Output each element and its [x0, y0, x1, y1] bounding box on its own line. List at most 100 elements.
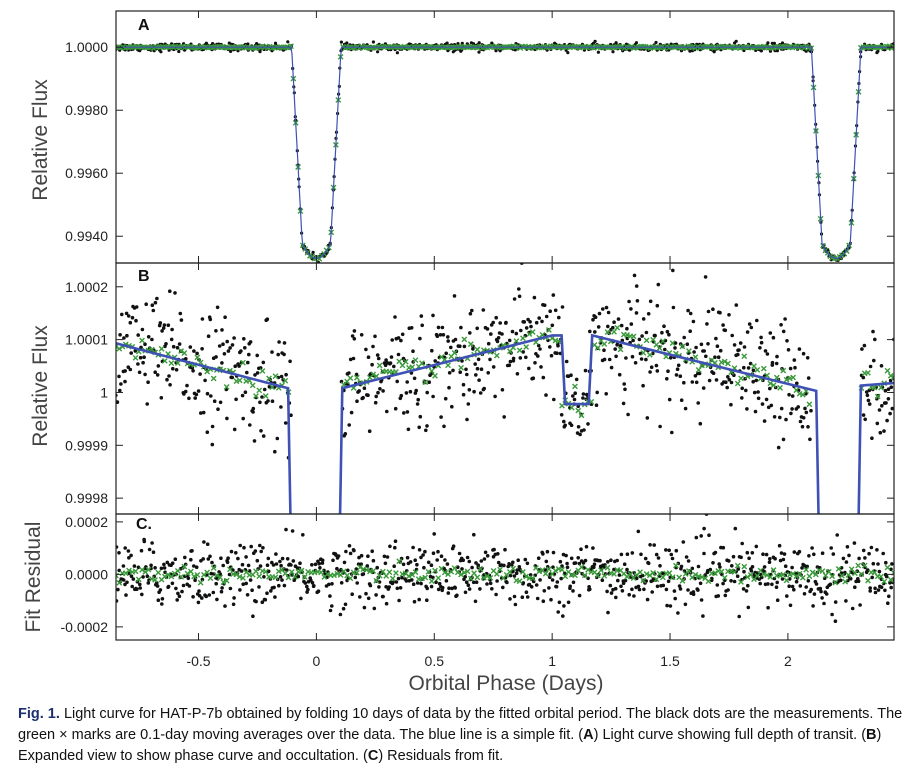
measurement-dot: [627, 299, 631, 304]
measurement-dot: [519, 328, 523, 333]
measurement-dot: [440, 325, 445, 330]
measurement-dot: [131, 577, 136, 581]
measurement-dot: [524, 590, 529, 594]
measurement-dot: [671, 268, 675, 273]
measurement-dot: [320, 558, 325, 563]
measurement-dot: [669, 552, 674, 557]
moving-average-mark: [884, 564, 891, 571]
measurement-dot: [830, 612, 834, 617]
measurement-dot: [248, 578, 253, 582]
measurement-dot: [373, 400, 378, 405]
measurement-dot: [873, 590, 878, 595]
measurement-dot: [377, 585, 381, 589]
measurement-dot: [263, 597, 268, 602]
measurement-dot: [200, 317, 205, 321]
measurement-dot: [347, 371, 351, 375]
measurement-dot: [553, 308, 558, 313]
measurement-dot: [660, 330, 664, 335]
measurement-dot: [578, 432, 582, 437]
moving-average-mark: [764, 572, 770, 579]
measurement-dot: [473, 599, 478, 604]
measurement-dot: [538, 347, 542, 351]
x-tick-label: -0.5: [186, 653, 210, 669]
measurement-dot: [255, 353, 259, 358]
moving-average-mark: [461, 569, 468, 576]
moving-average-mark: [165, 571, 171, 578]
measurement-dot: [654, 40, 658, 45]
moving-average-mark: [777, 384, 783, 391]
measurement-dot: [158, 321, 163, 325]
moving-average-mark: [578, 412, 585, 419]
measurement-dot: [447, 371, 452, 375]
measurement-dot: [800, 424, 805, 429]
measurement-dot: [366, 596, 371, 601]
measurement-dot: [872, 358, 876, 363]
measurement-dot: [529, 585, 534, 589]
measurement-dot: [140, 592, 144, 597]
measurement-dot: [833, 600, 838, 604]
measurement-dot: [366, 393, 370, 398]
measurement-dot: [706, 309, 711, 314]
measurement-dot: [646, 561, 651, 566]
measurement-dot: [694, 535, 699, 540]
moving-average-mark: [422, 574, 429, 581]
measurement-dot: [482, 557, 487, 561]
measurement-dot: [676, 363, 681, 368]
measurement-dot: [725, 385, 729, 390]
measurement-dot: [769, 403, 774, 408]
measurement-dot: [366, 554, 370, 558]
measurement-dot: [328, 608, 333, 613]
measurement-dot: [150, 303, 155, 308]
caption-text-b: ) Expanded view to show phase curve and …: [18, 727, 882, 764]
measurement-dot: [468, 311, 473, 316]
measurement-dot: [516, 558, 520, 562]
measurement-dot: [201, 410, 206, 415]
moving-average-mark: [738, 579, 744, 585]
measurement-dot: [374, 394, 379, 399]
measurement-dot: [387, 585, 392, 589]
measurement-dot: [667, 548, 671, 553]
measurement-dot: [159, 50, 163, 54]
measurement-dot: [879, 364, 884, 368]
measurement-dot: [244, 581, 248, 586]
measurement-dot: [194, 392, 199, 397]
measurement-dot: [517, 294, 522, 299]
measurement-dot: [129, 574, 134, 578]
measurement-dot: [620, 589, 625, 593]
measurement-dot: [217, 344, 222, 348]
measurement-dot: [194, 565, 199, 569]
moving-average-mark: [432, 372, 438, 379]
measurement-dot: [577, 593, 582, 598]
measurement-dot: [525, 595, 530, 599]
measurement-dot: [421, 553, 425, 557]
moving-average-mark: [692, 354, 699, 361]
measurement-dot: [882, 429, 886, 433]
moving-average-mark: [747, 571, 754, 578]
moving-average-mark: [536, 568, 543, 575]
caption-ref-b: B: [866, 727, 877, 743]
measurement-dot: [535, 596, 540, 601]
measurement-dot: [251, 614, 255, 618]
moving-average-mark: [699, 574, 705, 580]
measurement-dot: [698, 581, 703, 586]
moving-average-mark: [282, 377, 289, 384]
measurement-dot: [873, 586, 877, 591]
measurement-dot: [674, 373, 679, 377]
measurement-dot: [868, 589, 872, 593]
moving-average-mark: [783, 577, 790, 584]
measurement-dot: [797, 347, 802, 351]
measurement-dot: [523, 557, 528, 562]
moving-average-mark: [741, 563, 748, 570]
measurement-dot: [713, 550, 718, 555]
measurement-dot: [230, 375, 234, 380]
measurement-dot: [811, 604, 815, 608]
measurement-dot: [862, 343, 867, 348]
moving-average-mark: [285, 574, 292, 581]
measurement-dot: [877, 569, 882, 574]
measurement-dot: [606, 324, 610, 329]
measurement-dot: [459, 325, 463, 330]
measurement-dot: [797, 549, 802, 554]
measurement-dot: [831, 552, 836, 556]
measurement-dot: [201, 557, 205, 561]
measurement-dot: [485, 554, 490, 558]
